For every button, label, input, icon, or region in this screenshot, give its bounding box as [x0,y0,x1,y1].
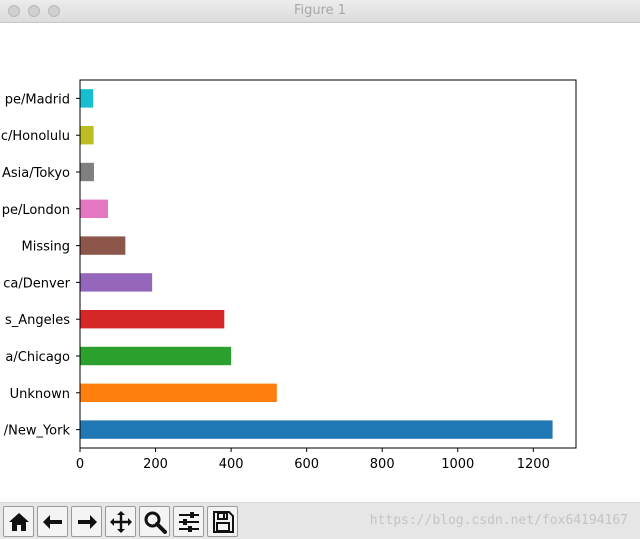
home-icon [8,512,29,531]
save-floppy-icon [212,510,234,533]
x-tick-label: 0 [76,457,84,472]
back-arrow-icon [42,514,62,529]
zoom-button[interactable] [139,506,170,537]
save-button[interactable] [207,506,238,537]
figure-canvas: /New_York Unknown a/Chicago s_Angeles ca/Den… [1,79,577,472]
navigation-toolbar: https://blog.csdn.net/fox64194167 [0,502,640,539]
close-window-button[interactable] [8,5,20,17]
bar-3 [80,310,225,329]
configure-subplots-button[interactable] [173,506,204,537]
bar-7 [80,162,94,182]
bar-1 [80,383,277,402]
subplots-sliders-icon [178,511,199,532]
back-button[interactable] [37,506,68,537]
y-tick-label: /New_York [4,424,71,439]
bar-6 [80,199,108,218]
bar-9 [80,89,94,108]
window-titlebar: Figure 1 [0,0,640,23]
x-tick-label: 600 [294,457,319,472]
y-tick-label: s_Angeles [5,313,70,328]
zoom-magnifier-icon [144,511,167,534]
zoom-window-button[interactable] [48,5,60,17]
minimize-window-button[interactable] [28,5,40,17]
pan-button[interactable] [105,506,136,537]
y-tick-label: ca/Denver [3,276,70,291]
x-tick-label: 400 [219,457,244,472]
y-tick-label: Asia/Tokyo [2,166,70,181]
y-tick-label: pe/Madrid [5,92,70,107]
x-tick-label: 1000 [441,457,474,472]
x-tick-label: 200 [143,457,168,472]
window-title: Figure 1 [293,3,347,18]
pan-move-icon [109,510,132,533]
axes-frame [79,79,577,449]
bar-5 [80,236,126,255]
y-tick-label: a/Chicago [5,350,70,365]
forward-button[interactable] [71,506,102,537]
watermark-text: https://blog.csdn.net/fox64194167 [369,513,628,528]
y-tick-label: pe/London [2,203,70,218]
forward-arrow-icon [77,514,97,529]
home-button[interactable] [3,506,34,537]
y-tick-label: Unknown [10,387,70,402]
x-tick-label: 1200 [517,457,550,472]
bar-0 [80,420,553,439]
bar-4 [80,273,153,292]
bar-2 [80,346,232,366]
y-tick-label: c/Honolulu [1,129,70,144]
y-tick-label: Missing [22,240,70,255]
bar-8 [80,126,94,145]
x-tick-label: 800 [370,457,395,472]
